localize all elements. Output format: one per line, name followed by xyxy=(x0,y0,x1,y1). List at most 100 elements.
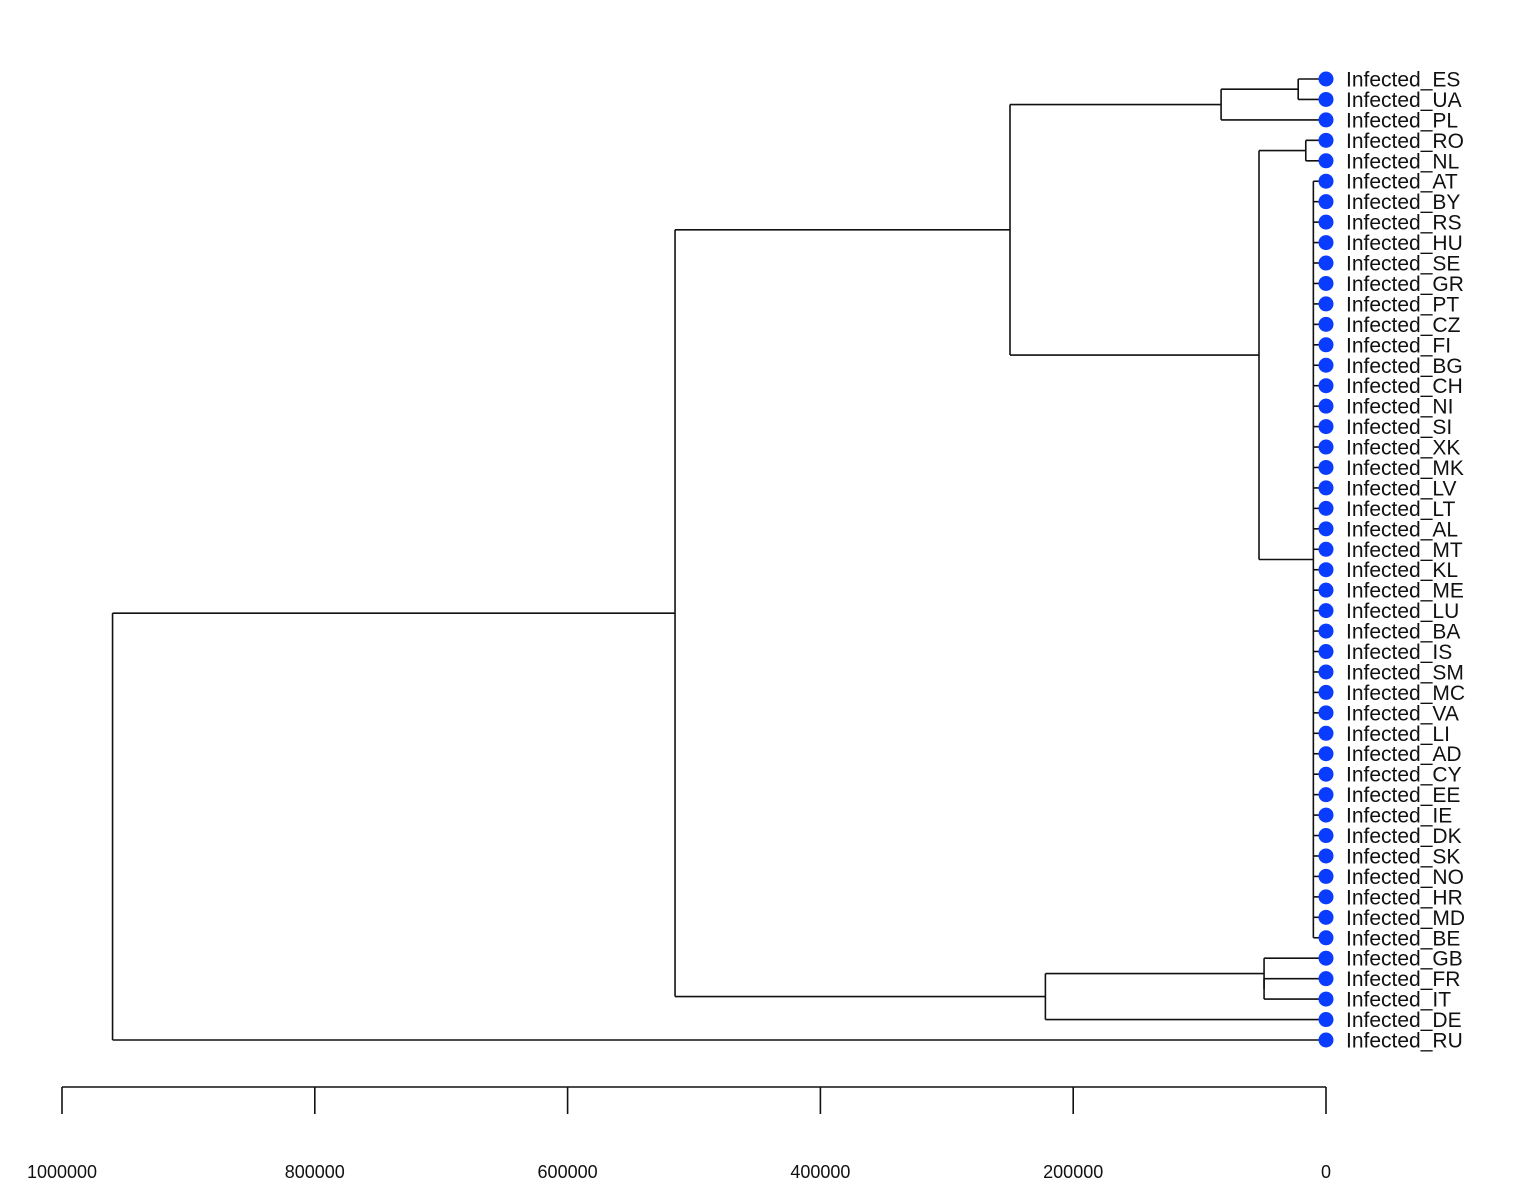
leaf-point-by xyxy=(1318,194,1334,210)
leaf-label-va: Infected_VA xyxy=(1346,702,1459,725)
leaf-label-pl: Infected_PL xyxy=(1346,109,1458,132)
leaf-label-at: Infected_AT xyxy=(1346,171,1458,194)
x-tick-label-0: 0 xyxy=(1321,1162,1331,1182)
leaf-point-va xyxy=(1318,705,1334,721)
leaf-point-lu xyxy=(1318,603,1334,619)
leaf-label-sk: Infected_SK xyxy=(1346,845,1460,868)
leaf-point-ni xyxy=(1318,398,1334,414)
leaf-point-sk xyxy=(1318,848,1334,864)
leaf-label-pt: Infected_PT xyxy=(1346,293,1459,316)
leaf-point-mt xyxy=(1318,541,1334,557)
leaf-label-sm: Infected_SM xyxy=(1346,661,1464,684)
leaf-label-si: Infected_SI xyxy=(1346,416,1452,439)
leaf-point-bg xyxy=(1318,357,1334,373)
leaf-point-fi xyxy=(1318,337,1334,353)
leaf-label-lu: Infected_LU xyxy=(1346,600,1459,623)
leaf-point-ee xyxy=(1318,787,1334,803)
leaf-label-be: Infected_BE xyxy=(1346,927,1460,950)
leaf-label-cz: Infected_CZ xyxy=(1346,314,1461,337)
leaf-label-se: Infected_SE xyxy=(1346,253,1460,276)
leaf-point-be xyxy=(1318,930,1334,946)
leaf-point-at xyxy=(1318,173,1334,189)
leaf-point-pl xyxy=(1318,112,1334,128)
leaf-point-pt xyxy=(1318,296,1334,312)
leaf-label-is: Infected_IS xyxy=(1346,641,1452,664)
leaf-point-dk xyxy=(1318,828,1334,844)
leaf-point-md xyxy=(1318,909,1334,925)
leaf-point-lt xyxy=(1318,500,1334,516)
leaf-point-is xyxy=(1318,644,1334,660)
leaf-point-mk xyxy=(1318,459,1334,475)
leaf-label-no: Infected_NO xyxy=(1346,866,1464,889)
leaf-label-al: Infected_AL xyxy=(1346,518,1458,541)
leaf-label-mk: Infected_MK xyxy=(1346,457,1464,480)
leaf-point-rs xyxy=(1318,214,1334,230)
leaf-point-es xyxy=(1318,71,1334,87)
leaf-point-gb xyxy=(1318,950,1334,966)
leaf-label-fi: Infected_FI xyxy=(1346,334,1451,357)
leaf-label-li: Infected_LI xyxy=(1346,723,1450,746)
leaf-point-me xyxy=(1318,582,1334,598)
leaf-label-bg: Infected_BG xyxy=(1346,355,1463,378)
leaf-label-ba: Infected_BA xyxy=(1346,621,1460,644)
leaf-label-hr: Infected_HR xyxy=(1346,886,1463,909)
leaf-label-cy: Infected_CY xyxy=(1346,764,1462,787)
leaf-point-ie xyxy=(1318,807,1334,823)
leaf-label-me: Infected_ME xyxy=(1346,580,1464,603)
leaf-label-dk: Infected_DK xyxy=(1346,825,1462,848)
leaf-label-mc: Infected_MC xyxy=(1346,682,1465,705)
leaf-group: Infected_ESInfected_UAInfected_PLInfecte… xyxy=(1318,69,1465,1053)
leaf-label-gr: Infected_GR xyxy=(1346,273,1464,296)
leaf-label-ua: Infected_UA xyxy=(1346,89,1462,112)
leaf-point-hu xyxy=(1318,235,1334,251)
leaf-label-ee: Infected_EE xyxy=(1346,784,1460,807)
leaf-label-ro: Infected_RO xyxy=(1346,130,1464,153)
leaf-point-cz xyxy=(1318,316,1334,332)
leaf-point-al xyxy=(1318,521,1334,537)
leaf-point-kl xyxy=(1318,562,1334,578)
leaf-label-lv: Infected_LV xyxy=(1346,477,1457,500)
leaf-label-xk: Infected_XK xyxy=(1346,437,1460,460)
leaf-point-nl xyxy=(1318,153,1334,169)
leaf-label-rs: Infected_RS xyxy=(1346,212,1462,235)
x-tick-label-200000: 200000 xyxy=(1043,1162,1103,1182)
leaf-label-ch: Infected_CH xyxy=(1346,375,1463,398)
leaf-label-fr: Infected_FR xyxy=(1346,968,1460,991)
leaf-point-ba xyxy=(1318,623,1334,639)
x-tick-label-1000000: 1000000 xyxy=(27,1162,97,1182)
leaf-point-hr xyxy=(1318,889,1334,905)
leaf-label-ni: Infected_NI xyxy=(1346,396,1453,419)
dendrogram-branches xyxy=(111,78,1326,1041)
leaf-point-ru xyxy=(1318,1032,1334,1048)
leaf-point-xk xyxy=(1318,439,1334,455)
leaf-label-ru: Infected_RU xyxy=(1346,1030,1463,1053)
leaf-point-gr xyxy=(1318,275,1334,291)
leaf-point-se xyxy=(1318,255,1334,271)
leaf-label-by: Infected_BY xyxy=(1346,191,1460,214)
leaf-point-li xyxy=(1318,725,1334,741)
leaf-point-de xyxy=(1318,1012,1334,1028)
leaf-point-si xyxy=(1318,419,1334,435)
leaf-label-hu: Infected_HU xyxy=(1346,232,1463,255)
x-tick-label-600000: 600000 xyxy=(538,1162,598,1182)
leaf-label-es: Infected_ES xyxy=(1346,69,1460,92)
leaf-label-nl: Infected_NL xyxy=(1346,150,1459,173)
leaf-label-ie: Infected_IE xyxy=(1346,805,1452,828)
leaf-point-mc xyxy=(1318,684,1334,700)
leaf-point-lv xyxy=(1318,480,1334,496)
leaf-point-ro xyxy=(1318,132,1334,148)
leaf-point-no xyxy=(1318,868,1334,884)
leaf-point-it xyxy=(1318,991,1334,1007)
leaf-label-it: Infected_IT xyxy=(1346,989,1451,1012)
leaf-label-lt: Infected_LT xyxy=(1346,498,1456,521)
x-tick-label-400000: 400000 xyxy=(790,1162,850,1182)
leaf-point-fr xyxy=(1318,971,1334,987)
leaf-label-gb: Infected_GB xyxy=(1346,948,1463,971)
leaf-label-kl: Infected_KL xyxy=(1346,559,1458,582)
leaf-point-cy xyxy=(1318,766,1334,782)
leaf-point-ch xyxy=(1318,378,1334,394)
leaf-label-md: Infected_MD xyxy=(1346,907,1465,930)
leaf-label-ad: Infected_AD xyxy=(1346,743,1462,766)
x-tick-label-800000: 800000 xyxy=(285,1162,345,1182)
